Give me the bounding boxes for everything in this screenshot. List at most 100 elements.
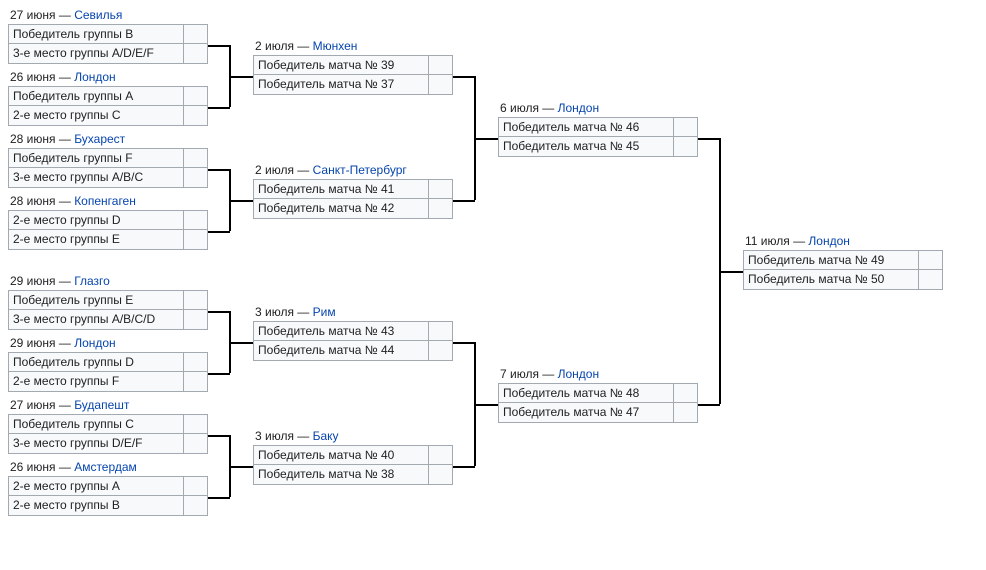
team-score xyxy=(429,445,453,465)
team-row: Победитель группы B xyxy=(8,24,208,44)
team-score xyxy=(674,117,698,137)
team-score xyxy=(429,75,453,95)
team-name: Победитель матча № 50 xyxy=(743,270,919,290)
team-row: Победитель матча № 39 xyxy=(253,55,453,75)
team-name: 2-е место группы D xyxy=(8,210,184,230)
match-date: 26 июня xyxy=(10,460,56,474)
team-row: Победитель матча № 45 xyxy=(498,137,698,157)
city-link[interactable]: Лондон xyxy=(74,70,115,84)
bracket-connector xyxy=(453,76,475,78)
bracket-connector xyxy=(208,231,230,233)
team-row: Победитель матча № 41 xyxy=(253,179,453,199)
team-name: 3-е место группы A/B/C/D xyxy=(8,310,184,330)
match-header: 29 июня — Лондон xyxy=(8,336,208,350)
city-link[interactable]: Лондон xyxy=(808,234,849,248)
team-score xyxy=(184,290,208,310)
qf-match-4: 3 июля — Баку Победитель матча № 40 Побе… xyxy=(253,429,453,485)
team-row: 3-е место группы A/B/C xyxy=(8,168,208,188)
team-row: Победитель группы F xyxy=(8,148,208,168)
bracket-connector xyxy=(208,45,230,47)
team-row: Победитель матча № 49 xyxy=(743,250,943,270)
team-score xyxy=(919,270,943,290)
match-date: 28 июня xyxy=(10,132,56,146)
team-score xyxy=(184,24,208,44)
city-link[interactable]: Лондон xyxy=(558,367,599,381)
bracket-connector xyxy=(453,466,475,468)
team-name: Победитель матча № 41 xyxy=(253,179,429,199)
team-row: 2-е место группы D xyxy=(8,210,208,230)
team-score xyxy=(184,496,208,516)
team-name: Победитель матча № 44 xyxy=(253,341,429,361)
bracket-container: 27 июня — Севилья Победитель группы B 3-… xyxy=(8,8,978,562)
city-link[interactable]: Баку xyxy=(313,429,339,443)
team-name: 3-е место группы A/D/E/F xyxy=(8,44,184,64)
team-name: 2-е место группы A xyxy=(8,476,184,496)
city-link[interactable]: Амстердам xyxy=(74,460,137,474)
r16-match-8: 26 июня — Амстердам 2-е место группы A 2… xyxy=(8,460,208,516)
team-row: 3-е место группы D/E/F xyxy=(8,434,208,454)
match-header: 28 июня — Копенгаген xyxy=(8,194,208,208)
match-header: 26 июня — Лондон xyxy=(8,70,208,84)
team-name: Победитель матча № 46 xyxy=(498,117,674,137)
r16-match-5: 29 июня — Глазго Победитель группы E 3-е… xyxy=(8,274,208,330)
team-row: Победитель группы C xyxy=(8,414,208,434)
r16-match-3: 28 июня — Бухарест Победитель группы F 3… xyxy=(8,132,208,188)
bracket-connector xyxy=(474,404,498,406)
match-header: 27 июня — Будапешт xyxy=(8,398,208,412)
team-score xyxy=(184,210,208,230)
team-score xyxy=(184,434,208,454)
bracket-connector xyxy=(474,138,498,140)
team-score xyxy=(184,230,208,250)
team-name: Победитель матча № 37 xyxy=(253,75,429,95)
team-name: Победитель матча № 45 xyxy=(498,137,674,157)
team-row: Победитель матча № 47 xyxy=(498,403,698,423)
bracket-connector xyxy=(229,466,253,468)
bracket-connector xyxy=(453,342,475,344)
city-link[interactable]: Санкт-Петербург xyxy=(313,163,407,177)
team-name: 2-е место группы E xyxy=(8,230,184,250)
team-score xyxy=(429,179,453,199)
match-header: 7 июля — Лондон xyxy=(498,367,698,381)
match-header: 2 июля — Мюнхен xyxy=(253,39,453,53)
match-date: 3 июля xyxy=(255,429,294,443)
match-date: 11 июля xyxy=(745,234,790,248)
qf-match-1: 2 июля — Мюнхен Победитель матча № 39 По… xyxy=(253,39,453,95)
team-row: 2-е место группы C xyxy=(8,106,208,126)
team-score xyxy=(429,341,453,361)
city-link[interactable]: Мюнхен xyxy=(313,39,358,53)
city-link[interactable]: Будапешт xyxy=(74,398,129,412)
city-link[interactable]: Бухарест xyxy=(74,132,125,146)
team-score xyxy=(184,476,208,496)
match-header: 28 июня — Бухарест xyxy=(8,132,208,146)
team-score xyxy=(184,168,208,188)
bracket-connector xyxy=(229,200,253,202)
city-link[interactable]: Рим xyxy=(313,305,336,319)
city-link[interactable]: Лондон xyxy=(74,336,115,350)
sf-match-2: 7 июля — Лондон Победитель матча № 48 По… xyxy=(498,367,698,423)
city-link[interactable]: Копенгаген xyxy=(74,194,136,208)
team-name: Победитель матча № 38 xyxy=(253,465,429,485)
city-link[interactable]: Глазго xyxy=(74,274,110,288)
match-header: 2 июля — Санкт-Петербург xyxy=(253,163,453,177)
match-date: 7 июля xyxy=(500,367,539,381)
city-link[interactable]: Лондон xyxy=(558,101,599,115)
team-row: Победитель матча № 44 xyxy=(253,341,453,361)
team-name: 3-е место группы A/B/C xyxy=(8,168,184,188)
team-name: Победитель матча № 43 xyxy=(253,321,429,341)
team-name: Победитель группы E xyxy=(8,290,184,310)
team-name: Победитель группы D xyxy=(8,352,184,372)
city-link[interactable]: Севилья xyxy=(74,8,122,22)
team-name: Победитель матча № 40 xyxy=(253,445,429,465)
bracket-connector xyxy=(208,497,230,499)
bracket-connector xyxy=(453,200,475,202)
match-date: 3 июля xyxy=(255,305,294,319)
match-header: 27 июня — Севилья xyxy=(8,8,208,22)
bracket-connector xyxy=(208,373,230,375)
team-name: 3-е место группы D/E/F xyxy=(8,434,184,454)
team-row: 2-е место группы B xyxy=(8,496,208,516)
team-row: Победитель матча № 37 xyxy=(253,75,453,95)
team-score xyxy=(429,199,453,219)
team-row: 3-е место группы A/D/E/F xyxy=(8,44,208,64)
bracket-connector xyxy=(208,107,230,109)
r16-match-1: 27 июня — Севилья Победитель группы B 3-… xyxy=(8,8,208,64)
